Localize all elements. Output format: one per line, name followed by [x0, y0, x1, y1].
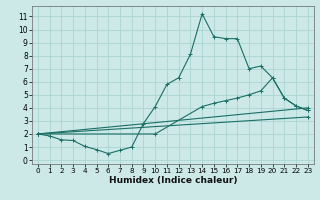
X-axis label: Humidex (Indice chaleur): Humidex (Indice chaleur) [108, 176, 237, 185]
